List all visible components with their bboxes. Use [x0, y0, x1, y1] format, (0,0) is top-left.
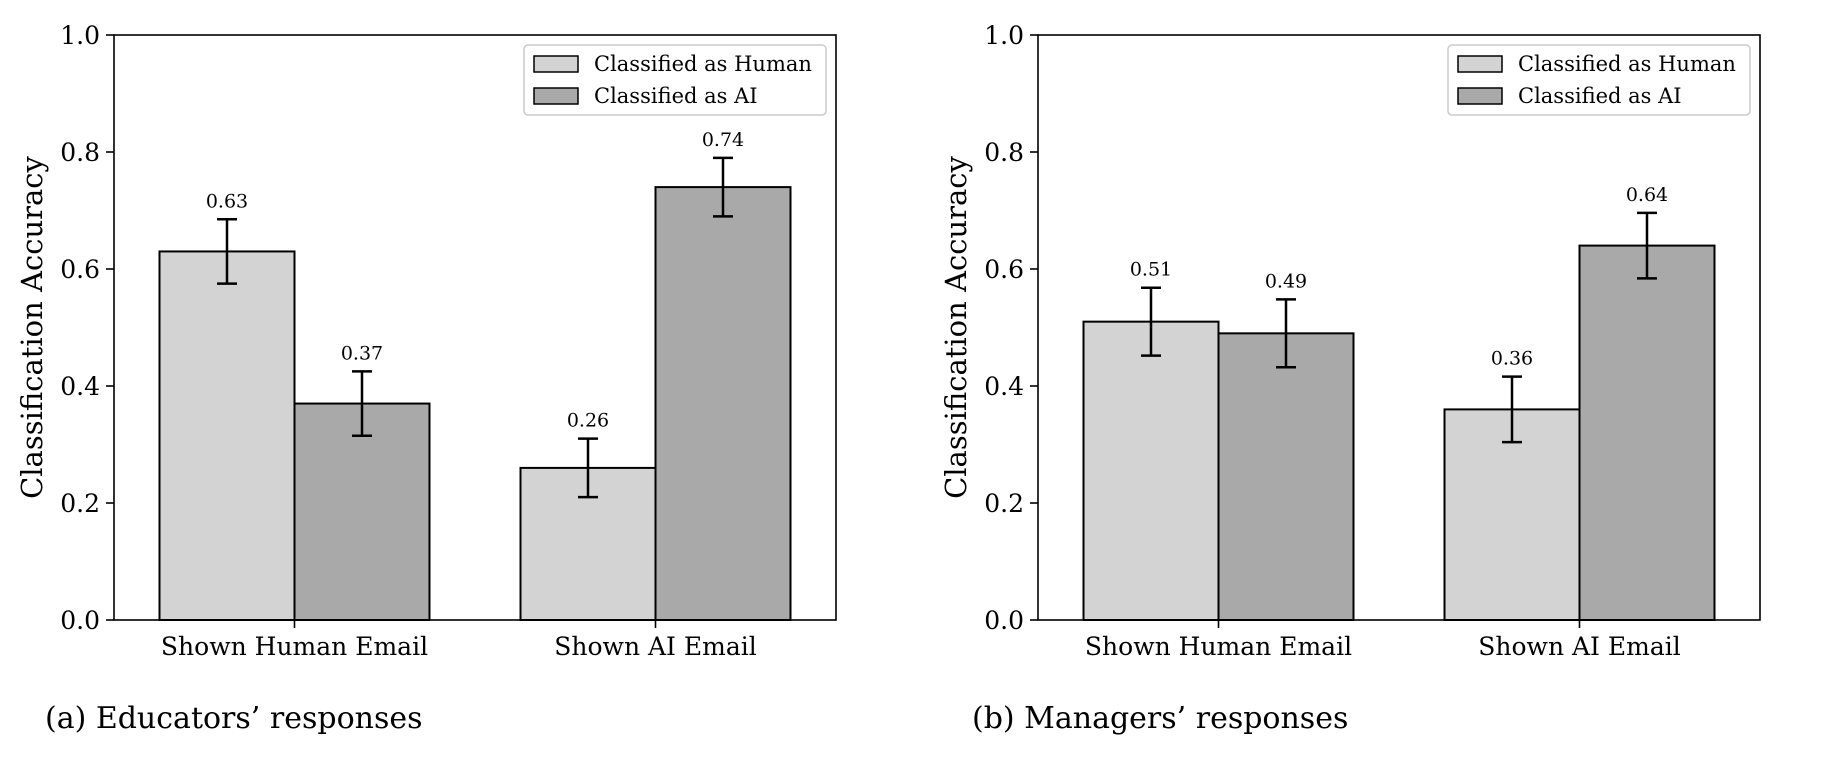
data-label: 0.64 — [1626, 184, 1668, 206]
caption-managers: (b) Managers’ responses — [972, 701, 1348, 736]
x-tick-label: Shown Human Email — [1085, 632, 1352, 661]
y-tick-label: 0.0 — [60, 606, 100, 635]
bar — [1217, 332, 1355, 621]
data-label: 0.37 — [341, 342, 383, 364]
chart-panel-managers: (b) Managers’ responses 0.51 0.49 Shown Hu… — [939, 21, 1761, 736]
y-tick-label: 1.0 — [984, 21, 1024, 50]
legend-label: Classified as AI — [594, 84, 758, 108]
legend-box — [523, 44, 827, 116]
y-tick-label: 0.2 — [984, 489, 1024, 518]
bar — [1082, 320, 1220, 621]
y-tick-label: 1.0 — [60, 21, 100, 50]
caption-educators: (a) Educators’ responses — [45, 701, 423, 736]
data-label: 0.26 — [567, 410, 609, 432]
x-tick-label: Shown Human Email — [161, 632, 428, 661]
data-label: 0.36 — [1491, 348, 1533, 370]
bar — [158, 250, 296, 621]
y-tick-label: 0.8 — [984, 138, 1024, 167]
chart-panel-educators: (a) Educators’ responses 0.63 0.37 Shown H… — [15, 21, 837, 736]
legend-label: Classified as Human — [594, 52, 812, 76]
legend-swatch — [533, 55, 579, 73]
bar — [654, 186, 792, 621]
data-label: 0.51 — [1130, 259, 1172, 281]
legend-label: Classified as Human — [1518, 52, 1736, 76]
plot-frame — [1037, 34, 1761, 621]
legend-swatch — [1457, 87, 1503, 105]
data-label: 0.74 — [702, 129, 744, 151]
y-tick-label: 0.6 — [984, 255, 1024, 284]
data-label: 0.63 — [206, 190, 248, 212]
y-tick-label: 0.2 — [60, 489, 100, 518]
y-tick-label: 0.4 — [984, 372, 1024, 401]
y-tick-label: 0.0 — [984, 606, 1024, 635]
y-tick-label: 0.6 — [60, 255, 100, 284]
bar — [293, 402, 431, 621]
y-axis-label: Classification Accuracy — [15, 155, 49, 498]
y-tick-label: 0.4 — [60, 372, 100, 401]
x-tick-label: Shown AI Email — [1478, 632, 1680, 661]
y-axis-label: Classification Accuracy — [939, 155, 973, 498]
data-label: 0.49 — [1265, 270, 1307, 292]
bar — [1578, 244, 1716, 621]
bar — [1443, 408, 1581, 621]
legend-swatch — [1457, 55, 1503, 73]
plot-frame — [113, 34, 837, 621]
legend-label: Classified as AI — [1518, 84, 1682, 108]
x-tick-label: Shown AI Email — [554, 632, 756, 661]
legend-swatch — [533, 87, 579, 105]
y-tick-label: 0.8 — [60, 138, 100, 167]
legend-box — [1447, 44, 1751, 116]
